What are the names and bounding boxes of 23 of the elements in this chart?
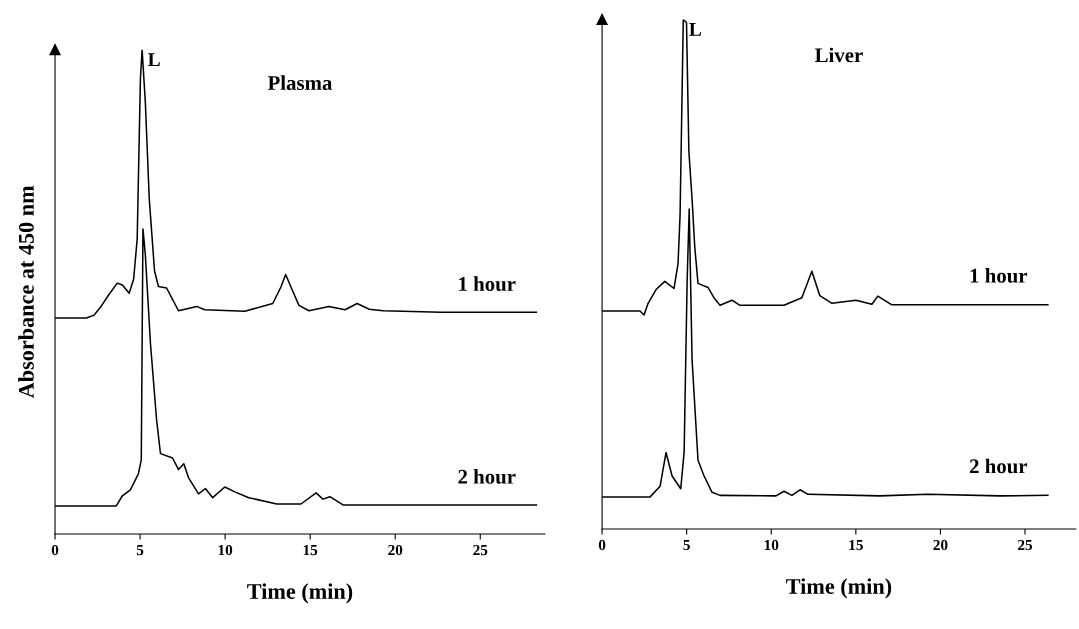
series-label: 2 hour bbox=[969, 458, 1028, 474]
x-tick-label: 10 bbox=[764, 539, 779, 551]
x-tick-label: 5 bbox=[136, 545, 144, 556]
annotation: L bbox=[148, 53, 160, 66]
series-label: 2 hour bbox=[458, 469, 516, 484]
x-tick-label: 20 bbox=[388, 544, 403, 556]
x-tick-label: 0 bbox=[51, 544, 59, 556]
x-axis-title: Time (min) bbox=[247, 583, 353, 604]
text: Liver bbox=[814, 47, 863, 63]
x-tick-label: 5 bbox=[683, 540, 690, 551]
x-tick-label: 15 bbox=[849, 539, 863, 551]
series-label: 1 hour bbox=[970, 268, 1028, 283]
x-tick-label: 25 bbox=[1018, 539, 1033, 551]
x-tick-label: 25 bbox=[473, 544, 488, 556]
y-axis-title: Absorbance at 450 nm bbox=[18, 185, 34, 399]
x-tick-label: 15 bbox=[303, 544, 318, 556]
text: Plasma bbox=[267, 75, 333, 90]
x-tick-label: 10 bbox=[218, 544, 233, 556]
x-tick-label: 0 bbox=[598, 539, 606, 551]
annotation: L bbox=[689, 23, 701, 36]
x-tick-label: 20 bbox=[933, 539, 948, 551]
series-label: 1 hour bbox=[459, 276, 516, 292]
x-axis-title: Time (min) bbox=[786, 578, 892, 599]
